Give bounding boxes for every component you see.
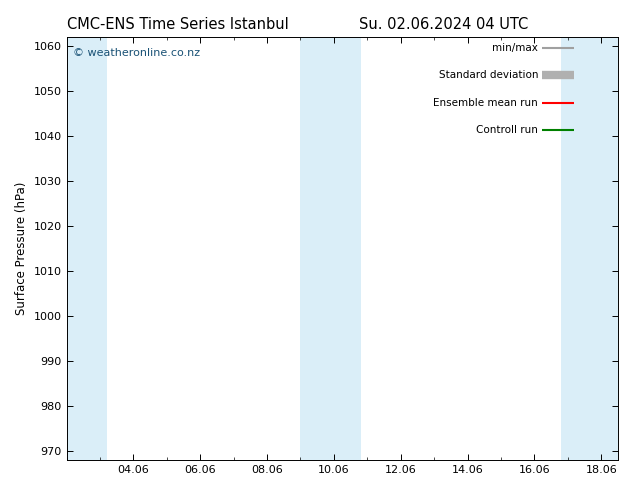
Bar	[67, 37, 107, 460]
Text: Standard deviation: Standard deviation	[439, 70, 538, 80]
Y-axis label: Surface Pressure (hPa): Surface Pressure (hPa)	[15, 182, 28, 315]
Text: CMC-ENS Time Series Istanbul: CMC-ENS Time Series Istanbul	[67, 17, 288, 32]
Text: Controll run: Controll run	[476, 125, 538, 135]
Text: Ensemble mean run: Ensemble mean run	[433, 98, 538, 108]
Text: Su. 02.06.2024 04 UTC: Su. 02.06.2024 04 UTC	[359, 17, 528, 32]
Text: min/max: min/max	[492, 43, 538, 52]
Bar	[561, 37, 618, 460]
Text: © weatheronline.co.nz: © weatheronline.co.nz	[73, 48, 200, 58]
Bar	[301, 37, 361, 460]
